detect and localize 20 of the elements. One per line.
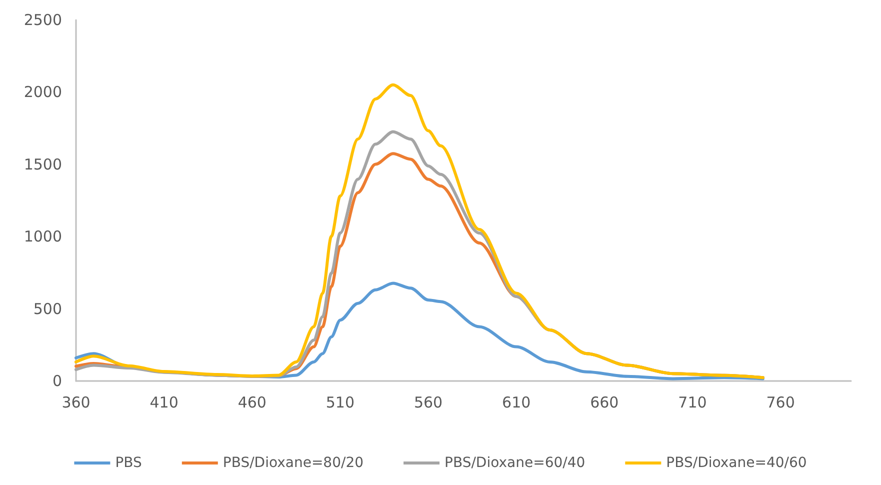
y-tick-label: 1500 (24, 155, 62, 174)
x-tick-label: 410 (150, 394, 178, 412)
legend-label: PBS/Dioxane=80/20 (222, 455, 364, 471)
y-tick-label: 1000 (24, 228, 62, 246)
y-tick-label: 0 (52, 372, 62, 390)
legend-label: PBS (115, 455, 142, 471)
x-tick-label: 460 (238, 394, 266, 412)
x-tick-label: 560 (414, 394, 443, 412)
legend-label: PBS/Dioxane=40/60 (666, 455, 807, 471)
x-tick-label: 710 (678, 394, 707, 412)
line-series (74, 83, 764, 380)
y-tick-label: 2000 (24, 83, 62, 102)
x-tick-label: 660 (590, 394, 619, 412)
x-tick-label: 760 (766, 394, 795, 412)
x-tick-label: 360 (62, 394, 90, 412)
x-tick-label: 510 (326, 394, 355, 412)
y-tick-label: 500 (33, 300, 62, 318)
y-tick-label: 2500 (24, 11, 62, 29)
legend-label: PBS/Dioxane=60/40 (444, 455, 586, 471)
x-tick-label: 610 (502, 394, 531, 412)
